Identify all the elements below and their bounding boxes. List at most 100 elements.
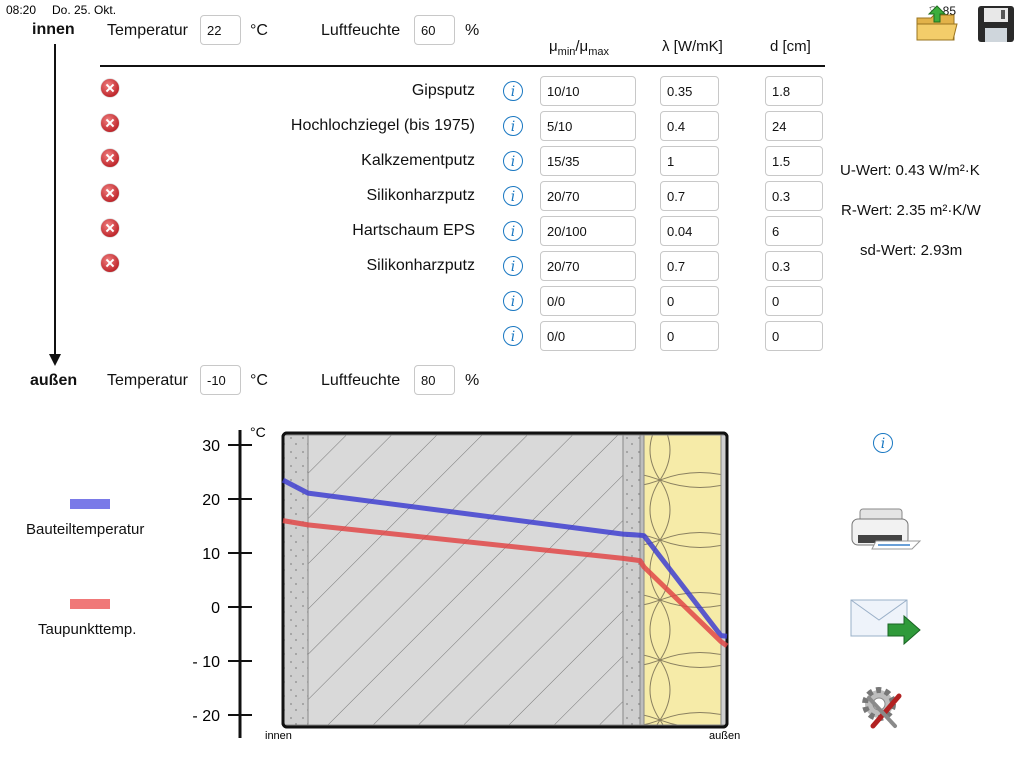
outer-temp-input[interactable]: -10: [200, 365, 241, 395]
temperature-chart: °C 30 20 10 0 - 10 - 20 innen außen: [192, 424, 740, 742]
layer-lambda-input[interactable]: 0.7: [660, 181, 719, 211]
sd-value: sd-Wert: 2.93m: [860, 242, 963, 259]
delete-icon[interactable]: [101, 219, 119, 237]
legend-label-dewpoint: Taupunkttemp.: [38, 621, 137, 638]
layer-info-icon[interactable]: i: [503, 291, 523, 311]
layer-name: Hochlochziegel (bis 1975): [290, 117, 475, 134]
layer-name: Gipsputz: [411, 82, 475, 99]
layer-lambda-input[interactable]: 0.35: [660, 76, 719, 106]
column-header-mu-sep: /μ: [575, 38, 589, 55]
layer-mu-input[interactable]: 0/0: [540, 286, 636, 316]
layer-d-input[interactable]: 0.3: [765, 181, 823, 211]
chart-info-icon[interactable]: i: [873, 433, 893, 453]
column-header-mu-max: max: [588, 46, 609, 58]
y-tick-label: - 10: [192, 654, 220, 671]
legend-swatch-component: [70, 499, 110, 509]
layer-info-icon[interactable]: i: [503, 221, 523, 241]
r-value: R-Wert: 2.35 m²·K/W: [841, 202, 981, 219]
layer-d-input[interactable]: 0: [765, 286, 823, 316]
header-divider: [100, 65, 825, 67]
wall-layer: [307, 434, 624, 726]
delete-icon[interactable]: [101, 149, 119, 167]
layer-mu-input[interactable]: 20/70: [540, 181, 636, 211]
floppy-disk-icon[interactable]: [976, 4, 1016, 44]
column-header-mu-symbol: μ: [549, 38, 558, 55]
folder-open-icon[interactable]: [915, 4, 959, 44]
column-header-mu-min: min: [557, 46, 576, 58]
delete-icon[interactable]: [101, 184, 119, 202]
series-line-dewpoint: [282, 518, 729, 648]
y-tick-label: - 20: [192, 708, 220, 725]
battery-percent: 85: [942, 3, 956, 18]
y-tick-label: 30: [202, 438, 220, 455]
layer-mu-input[interactable]: 10/10: [540, 76, 636, 106]
y-tick-label: 10: [202, 546, 220, 563]
mail-send-icon[interactable]: [850, 598, 922, 646]
outer-humidity-input[interactable]: 80: [414, 365, 455, 395]
delete-icon[interactable]: [101, 254, 119, 272]
delete-icon[interactable]: [101, 114, 119, 132]
layer-mu-input[interactable]: 0/0: [540, 321, 636, 351]
layer-d-input[interactable]: 24: [765, 111, 823, 141]
layer-info-icon[interactable]: i: [503, 326, 523, 346]
gear-wrench-icon[interactable]: [855, 682, 907, 732]
layer-name: Hartschaum EPS: [352, 222, 475, 239]
status-time: 08:20: [6, 3, 37, 17]
layer-mu-input[interactable]: 20/100: [540, 216, 636, 246]
layer-lambda-input[interactable]: 1: [660, 146, 719, 176]
inner-humidity-input[interactable]: 60: [414, 15, 455, 45]
layer-lambda-input[interactable]: 0.4: [660, 111, 719, 141]
column-header-lambda: λ [W/mK]: [662, 38, 723, 55]
column-header-d: d [cm]: [770, 38, 811, 55]
x-right-label: außen: [709, 730, 740, 742]
layer-name: Silikonharzputz: [366, 257, 476, 274]
wall-layer: [282, 434, 309, 726]
inner-humidity-label: Luftfeuchte: [321, 22, 401, 39]
layer-info-icon[interactable]: i: [503, 116, 523, 136]
wall-frame-outline: [281, 431, 729, 729]
layer-info-icon[interactable]: i: [503, 186, 523, 206]
layer-d-input[interactable]: 0: [765, 321, 823, 351]
layer-mu-input[interactable]: 15/35: [540, 146, 636, 176]
status-date: Do. 25. Okt.: [52, 3, 117, 17]
outer-humidity-label: Luftfeuchte: [321, 372, 401, 389]
layer-info-icon[interactable]: i: [503, 256, 523, 276]
layer-info-icon[interactable]: i: [503, 81, 523, 101]
x-left-label: innen: [265, 730, 292, 742]
layer-lambda-input[interactable]: 0.7: [660, 251, 719, 281]
series-line-component: [281, 477, 728, 639]
inner-temp-label: Temperatur: [107, 22, 188, 39]
arrow-down-icon: [49, 354, 61, 366]
outer-humidity-unit: %: [465, 372, 480, 389]
legend-swatch-dewpoint: [70, 599, 110, 609]
legend-label-component: Bauteiltemperatur: [26, 521, 145, 538]
outer-temp-label: Temperatur: [107, 372, 188, 389]
inner-temp-unit: °C: [250, 22, 268, 39]
y-tick-label: 0: [211, 600, 220, 617]
y-axis-label: °C: [250, 424, 266, 440]
layer-lambda-input[interactable]: 0.04: [660, 216, 719, 246]
layer-lambda-input[interactable]: 0: [660, 321, 719, 351]
wall-layer: [639, 434, 645, 726]
layer-info-icon[interactable]: i: [503, 151, 523, 171]
layer-d-input[interactable]: 1.5: [765, 146, 823, 176]
printer-icon[interactable]: [850, 505, 922, 555]
wall-layer: [622, 434, 641, 726]
outer-temp-unit: °C: [250, 372, 268, 389]
direction-arrow-line: [54, 44, 56, 356]
layer-mu-input[interactable]: 5/10: [540, 111, 636, 141]
delete-icon[interactable]: [101, 79, 119, 97]
inner-temp-input[interactable]: 22: [200, 15, 241, 45]
column-header-mu: μmin/μmax: [549, 38, 609, 58]
outer-label: außen: [30, 372, 78, 389]
inner-humidity-unit: %: [465, 22, 480, 39]
layer-d-input[interactable]: 1.8: [765, 76, 823, 106]
layer-d-input[interactable]: 6: [765, 216, 823, 246]
layer-d-input[interactable]: 0.3: [765, 251, 823, 281]
layer-name: Kalkzementputz: [361, 152, 475, 169]
layer-name: Silikonharzputz: [366, 187, 476, 204]
u-value: U-Wert: 0.43 W/m²·K: [840, 162, 980, 179]
layer-mu-input[interactable]: 20/70: [540, 251, 636, 281]
inner-label: innen: [32, 21, 75, 38]
layer-lambda-input[interactable]: 0: [660, 286, 719, 316]
